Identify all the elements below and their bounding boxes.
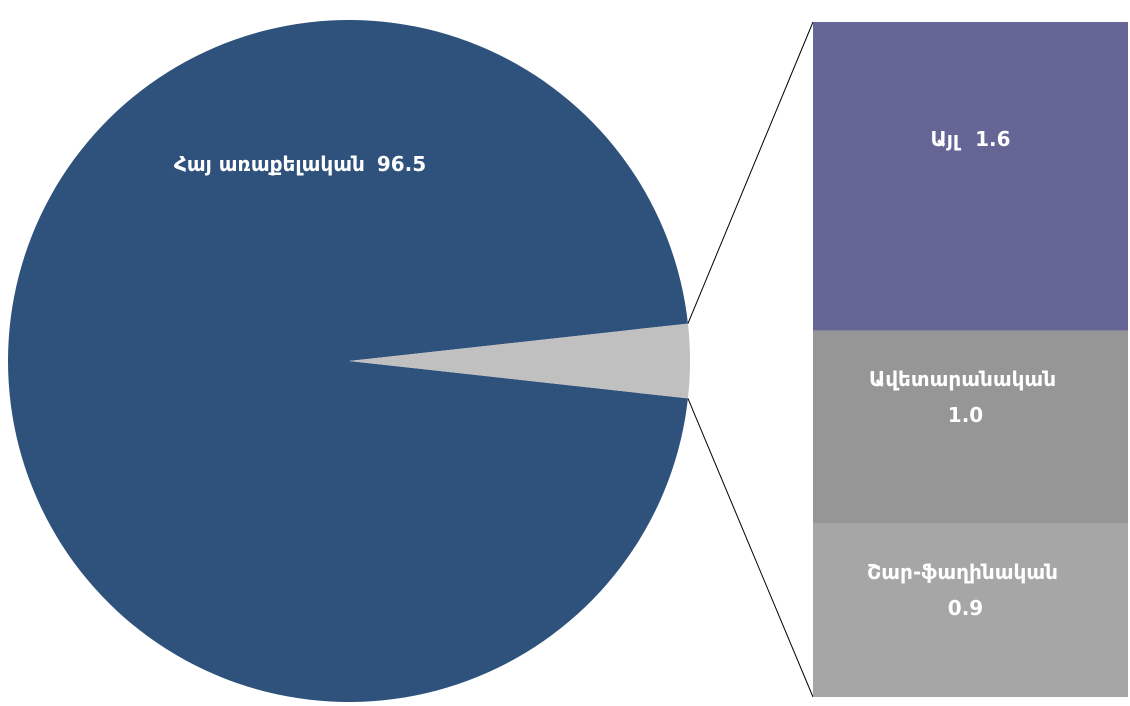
- bar-segment: [813, 330, 1128, 524]
- pie-label-part: Հայ առաքելական: [174, 152, 365, 176]
- bar-label: Այլ 1.6: [930, 127, 1010, 151]
- bar-label-part: 1.6: [975, 127, 1010, 151]
- pie-label-part: 96.5: [377, 152, 426, 176]
- bar-label: Ավետարանական: [869, 367, 1056, 391]
- bar-segment: [813, 523, 1128, 697]
- connector-line: [687, 398, 814, 698]
- bar-segment: [813, 22, 1128, 331]
- pie-label: Հայ առաքելական 96.5: [174, 152, 426, 176]
- bar-label: Շար-ֆաղինական: [867, 560, 1058, 584]
- bar-value-label: 0.9: [948, 596, 983, 620]
- bar-label-part: Այլ: [930, 127, 961, 151]
- bar-value-label: 1.0: [948, 403, 983, 427]
- pie-slice: [8, 20, 688, 703]
- connector-line: [687, 21, 814, 324]
- pie-other-slice: [349, 323, 690, 399]
